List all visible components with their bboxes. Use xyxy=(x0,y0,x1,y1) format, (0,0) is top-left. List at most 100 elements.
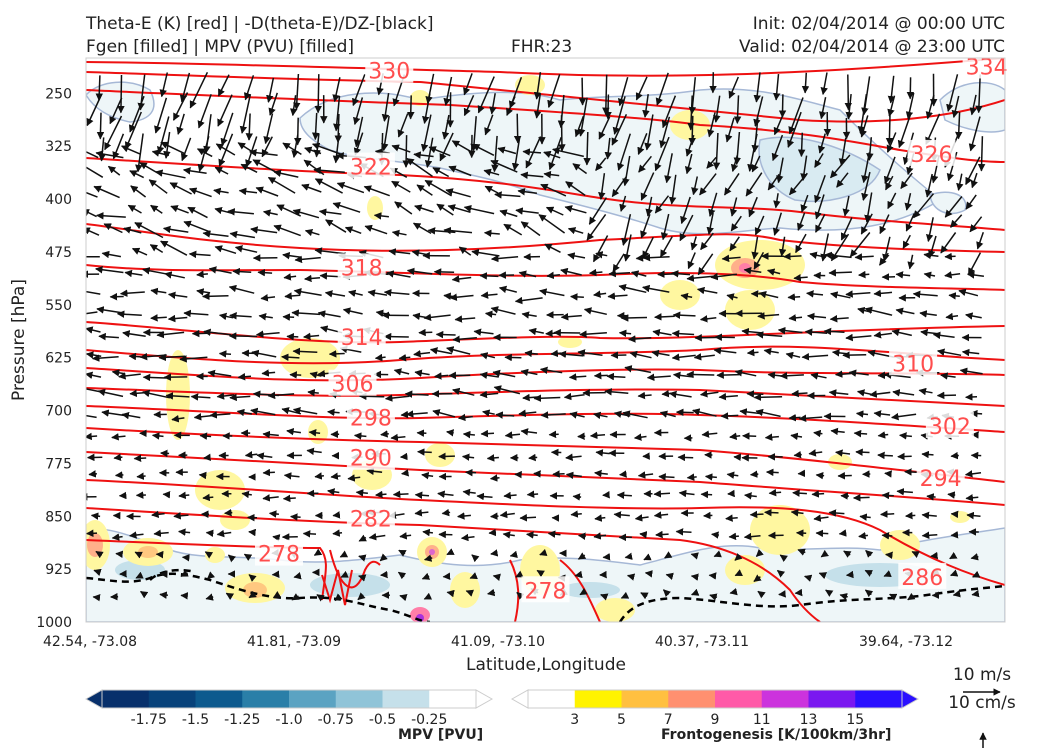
wind-vector xyxy=(266,77,275,103)
wind-vector xyxy=(691,588,700,596)
wind-vector xyxy=(678,489,695,498)
dthetae-dz-contours xyxy=(86,568,1005,622)
wind-vector xyxy=(800,194,809,213)
wind-vector xyxy=(151,432,164,440)
wind-vector xyxy=(936,391,957,400)
y-tick-label: 475 xyxy=(45,245,72,261)
wind-vector xyxy=(306,447,322,456)
wind-vector xyxy=(753,96,764,127)
wind-vector xyxy=(218,350,232,358)
wind-vector xyxy=(814,194,825,220)
wind-reference-label: 10 m/s xyxy=(953,665,1011,685)
wind-vector xyxy=(463,94,475,117)
wind-vector xyxy=(797,212,806,231)
wind-vector xyxy=(544,243,561,253)
contour-label: 298 xyxy=(350,407,392,432)
wind-vector xyxy=(570,510,582,518)
wind-vector xyxy=(398,549,407,557)
wind-vector xyxy=(952,590,961,598)
wind-vector xyxy=(127,204,142,214)
wind-vector xyxy=(969,94,977,116)
wind-vector xyxy=(518,409,537,417)
wind-vector xyxy=(215,143,236,156)
wind-vector xyxy=(217,94,233,127)
wind-vector xyxy=(642,93,650,118)
wind-vector xyxy=(156,330,185,339)
wind-vector xyxy=(818,97,827,120)
wind-vector xyxy=(381,115,390,152)
wind-vector xyxy=(946,74,959,112)
wind-vector xyxy=(620,314,648,322)
wind-vector xyxy=(593,290,607,298)
wind-vector xyxy=(845,94,853,120)
wind-vector xyxy=(809,251,827,259)
wind-vector xyxy=(347,474,361,482)
wind-vector xyxy=(613,511,630,519)
colorbar-swatch xyxy=(855,690,903,708)
wind-vector xyxy=(845,333,872,342)
wind-vector xyxy=(114,471,124,479)
wind-vector xyxy=(214,245,237,255)
wind-vector xyxy=(577,532,586,540)
wind-vector xyxy=(327,408,340,417)
wind-vector xyxy=(858,531,868,540)
wind-vector xyxy=(520,221,541,237)
wind-vector xyxy=(944,271,961,279)
wind-vector xyxy=(744,492,757,500)
wind-vector xyxy=(693,353,715,361)
wind-vector xyxy=(232,267,252,276)
wind-vector xyxy=(594,469,608,478)
wind-vector xyxy=(448,165,472,177)
wind-vector xyxy=(734,569,744,577)
wind-vector xyxy=(93,185,120,199)
wind-vector xyxy=(339,550,349,558)
wind-vector xyxy=(842,351,867,359)
wind-vector xyxy=(483,229,500,238)
wind-vector xyxy=(229,230,256,239)
wind-vector xyxy=(814,153,824,168)
wind-vector xyxy=(861,171,871,201)
wind-vector xyxy=(545,206,564,216)
wind-vector xyxy=(699,390,719,398)
wind-vector xyxy=(262,209,278,217)
wind-vector xyxy=(324,290,346,298)
contour-label: 286 xyxy=(901,566,943,591)
wind-vector xyxy=(241,490,252,499)
wind-vector xyxy=(107,165,121,176)
wind-vector xyxy=(446,346,471,355)
wind-vector xyxy=(520,171,544,179)
wind-vector xyxy=(864,306,893,316)
wind-vector xyxy=(639,531,648,539)
colorbar-swatch xyxy=(148,690,196,708)
wind-vector xyxy=(435,330,456,339)
contour-label: 334 xyxy=(966,55,1008,80)
y-tick-label: 925 xyxy=(45,562,72,578)
wind-vector xyxy=(884,470,892,478)
wind-vector xyxy=(565,181,586,197)
colorbar-swatch xyxy=(289,690,337,708)
contour-label-bg xyxy=(365,56,414,83)
wind-vector xyxy=(947,491,956,499)
wind-vector xyxy=(262,468,275,477)
wind-vector xyxy=(543,150,561,159)
wind-vector xyxy=(660,213,670,241)
colorbar-swatch xyxy=(668,690,716,708)
wind-vector xyxy=(607,292,628,300)
wind-vector xyxy=(754,215,765,236)
wind-vector xyxy=(885,114,894,146)
wind-vector xyxy=(883,371,911,379)
wind-vector xyxy=(569,411,585,419)
wind-vector xyxy=(864,589,874,598)
wind-vector xyxy=(286,427,301,436)
wind-vector xyxy=(451,140,473,153)
wind-vector xyxy=(733,95,742,124)
wind-vector xyxy=(899,432,912,440)
wind-vector xyxy=(730,215,742,232)
wind-vector xyxy=(552,470,565,478)
wind-vector xyxy=(205,593,214,601)
wind-vector xyxy=(123,226,142,234)
wind-vector xyxy=(546,271,560,280)
wind-vector xyxy=(840,217,853,241)
wind-vector xyxy=(518,270,537,278)
wind-vector xyxy=(522,148,542,156)
